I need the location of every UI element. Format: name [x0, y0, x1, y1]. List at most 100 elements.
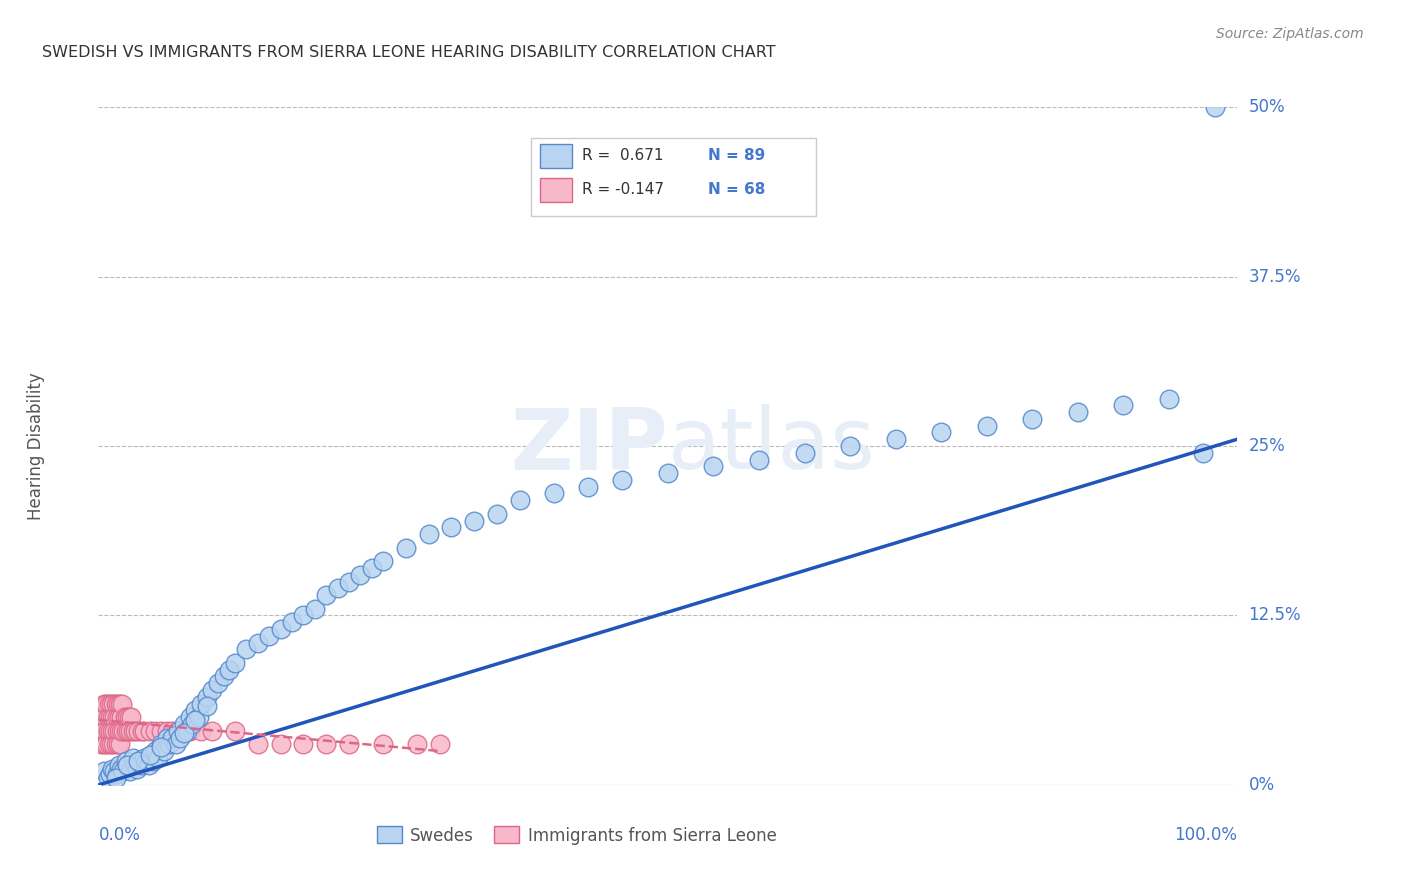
Point: [179, 710, 201, 724]
Point: [117, 723, 139, 738]
Point: [224, 656, 246, 670]
Point: [131, 723, 153, 738]
Point: [105, 767, 128, 781]
Point: [576, 480, 599, 494]
Point: [112, 723, 135, 738]
Point: [184, 703, 207, 717]
Point: [429, 737, 451, 751]
Point: [103, 723, 125, 738]
Point: [101, 710, 124, 724]
Point: [179, 723, 201, 738]
Point: [793, 446, 815, 460]
Point: [153, 744, 176, 758]
Point: [184, 713, 207, 727]
Point: [138, 757, 160, 772]
Point: [114, 754, 136, 768]
Point: [90, 737, 112, 751]
Point: [93, 764, 115, 779]
Point: [187, 710, 209, 724]
Text: 37.5%: 37.5%: [1249, 268, 1301, 285]
Text: 0.0%: 0.0%: [98, 826, 141, 844]
Text: ZIP: ZIP: [510, 404, 668, 488]
Point: [371, 737, 394, 751]
Point: [884, 432, 907, 446]
Point: [138, 723, 160, 738]
Point: [96, 723, 118, 738]
Point: [104, 697, 127, 711]
Point: [292, 737, 315, 751]
Point: [96, 771, 118, 785]
Point: [145, 723, 167, 738]
Point: [101, 723, 124, 738]
Point: [259, 629, 281, 643]
Legend: Swedes, Immigrants from Sierra Leone: Swedes, Immigrants from Sierra Leone: [370, 820, 783, 851]
Point: [120, 710, 142, 724]
Point: [93, 697, 115, 711]
FancyBboxPatch shape: [531, 137, 815, 216]
Point: [1192, 446, 1215, 460]
Text: atlas: atlas: [668, 404, 876, 488]
Text: 12.5%: 12.5%: [1249, 607, 1301, 624]
Point: [105, 710, 128, 724]
Point: [139, 748, 162, 763]
Point: [103, 764, 125, 779]
Point: [131, 757, 153, 772]
Point: [100, 737, 122, 751]
Point: [98, 767, 121, 781]
Text: Hearing Disability: Hearing Disability: [27, 372, 45, 520]
Point: [120, 723, 142, 738]
Point: [115, 757, 138, 772]
Point: [104, 737, 127, 751]
Point: [1157, 392, 1180, 406]
Point: [135, 754, 157, 768]
Point: [304, 601, 326, 615]
Point: [292, 608, 315, 623]
Point: [176, 723, 198, 738]
Point: [124, 723, 146, 738]
Point: [107, 737, 129, 751]
Point: [509, 493, 531, 508]
Point: [142, 754, 165, 768]
Point: [132, 751, 155, 765]
Point: [107, 697, 129, 711]
Point: [1204, 100, 1226, 114]
Point: [235, 642, 257, 657]
Point: [167, 723, 190, 738]
Point: [167, 723, 190, 738]
Point: [929, 425, 952, 440]
Point: [98, 710, 121, 724]
Point: [94, 710, 117, 724]
Point: [94, 723, 117, 738]
Point: [195, 690, 218, 704]
Point: [270, 737, 292, 751]
Point: [156, 723, 179, 738]
Point: [657, 466, 679, 480]
Text: Source: ZipAtlas.com: Source: ZipAtlas.com: [1216, 27, 1364, 41]
Point: [157, 737, 180, 751]
Text: N = 68: N = 68: [707, 182, 765, 197]
Point: [100, 697, 122, 711]
Point: [114, 723, 136, 738]
Point: [108, 737, 131, 751]
Point: [110, 710, 132, 724]
Point: [115, 710, 138, 724]
Point: [486, 507, 509, 521]
Bar: [540, 178, 572, 202]
Point: [96, 710, 118, 724]
Point: [1067, 405, 1090, 419]
Point: [96, 737, 118, 751]
Point: [218, 663, 240, 677]
Point: [145, 744, 167, 758]
Point: [169, 731, 191, 745]
Point: [118, 710, 141, 724]
Point: [195, 699, 218, 714]
Point: [97, 737, 120, 751]
Point: [93, 737, 115, 751]
Point: [103, 737, 125, 751]
Point: [150, 737, 173, 751]
Point: [543, 486, 565, 500]
Point: [111, 697, 134, 711]
Point: [418, 527, 440, 541]
Point: [108, 710, 131, 724]
Point: [463, 514, 485, 528]
